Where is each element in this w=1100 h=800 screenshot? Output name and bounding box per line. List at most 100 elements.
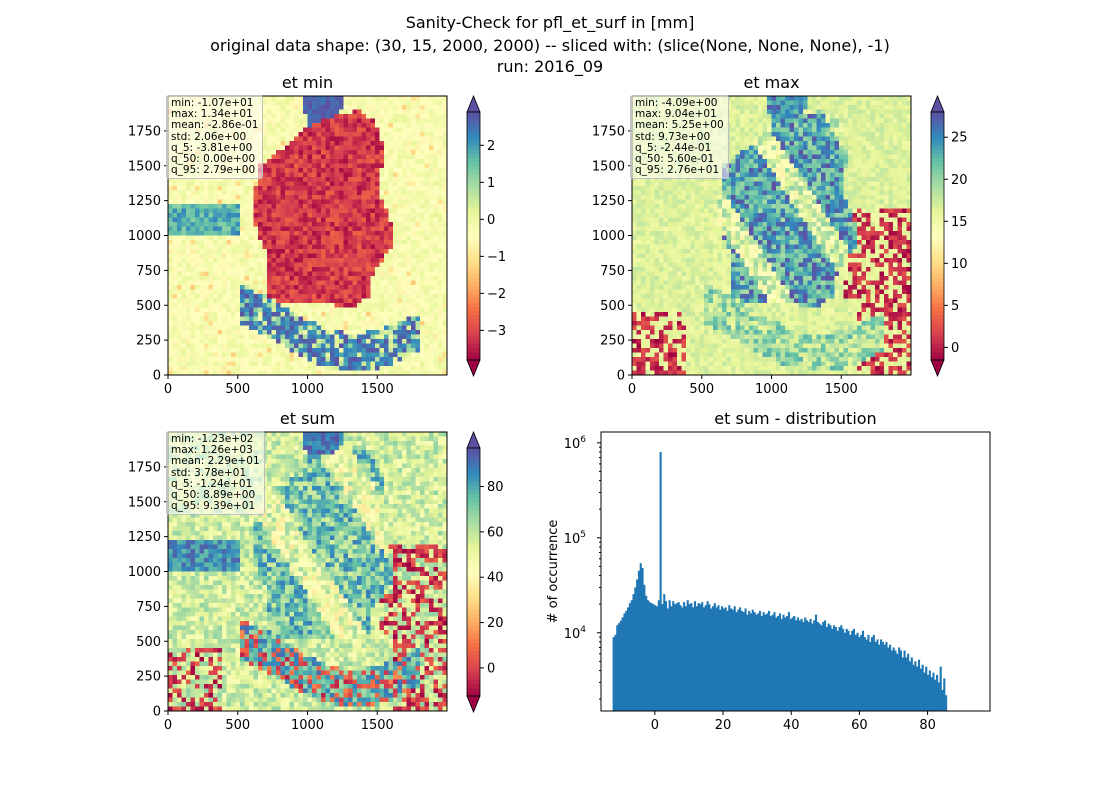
heatmap-cell xyxy=(339,222,344,227)
heatmap-cell xyxy=(316,145,322,151)
heatmap-cell xyxy=(411,186,416,191)
heatmap-cell xyxy=(798,154,804,160)
heatmap-cell xyxy=(298,190,304,196)
heatmap-cell xyxy=(262,312,268,317)
heatmap-cell xyxy=(195,231,200,236)
heatmap-cell xyxy=(821,109,826,115)
heatmap-cell xyxy=(402,352,407,358)
heatmap-cell xyxy=(357,222,362,227)
heatmap-cell xyxy=(276,357,281,362)
heatmap-cell xyxy=(235,267,241,272)
heatmap-cell xyxy=(740,118,745,124)
heatmap-cell xyxy=(226,267,232,272)
heatmap-cell xyxy=(370,267,376,272)
heatmap-cell xyxy=(375,168,380,173)
heatmap-cell xyxy=(303,357,308,362)
heatmap-cell xyxy=(177,330,182,335)
heatmap-cell xyxy=(199,298,205,304)
heatmap-cell xyxy=(343,271,349,277)
heatmap-cell xyxy=(195,294,200,299)
heatmap-cell xyxy=(204,222,209,227)
heatmap-cell xyxy=(172,276,178,281)
heatmap-cell xyxy=(424,339,430,344)
heatmap-cell xyxy=(352,159,358,164)
heatmap-cell xyxy=(271,321,277,326)
heatmap-cell xyxy=(433,154,439,160)
heatmap-cell xyxy=(397,235,403,241)
heatmap-cell xyxy=(879,96,885,101)
heatmap-cell xyxy=(195,186,200,191)
heatmap-cell xyxy=(330,141,335,146)
heatmap-cell xyxy=(316,141,322,146)
heatmap-cell xyxy=(289,195,295,200)
heatmap-cell xyxy=(294,343,299,349)
heatmap-cell xyxy=(429,343,434,349)
heatmap-cell xyxy=(285,267,290,272)
heatmap-cell xyxy=(393,289,398,295)
heatmap-cell xyxy=(852,127,858,133)
heatmap-cell xyxy=(744,168,750,173)
heatmap-cell xyxy=(379,159,385,164)
heatmap-cell xyxy=(190,235,196,241)
heatmap-cell xyxy=(285,330,290,335)
heatmap-cell xyxy=(222,240,227,245)
heatmap-cell xyxy=(776,127,781,133)
heatmap-cell xyxy=(235,339,241,344)
heatmap-cell xyxy=(375,154,380,160)
heatmap-cell xyxy=(334,109,340,115)
heatmap-cell xyxy=(442,100,448,106)
heatmap-cell xyxy=(217,289,223,295)
heatmap-cell xyxy=(420,325,425,331)
heatmap-cell xyxy=(411,249,416,254)
heatmap-cell xyxy=(199,343,205,349)
heatmap-cell xyxy=(384,118,389,124)
heatmap-cell xyxy=(316,357,322,362)
heatmap-cell xyxy=(438,105,443,110)
heatmap-cell xyxy=(226,177,232,182)
heatmap-cell xyxy=(307,352,313,358)
heatmap-cell xyxy=(330,208,335,214)
heatmap-cell xyxy=(397,276,403,281)
heatmap-cell xyxy=(280,172,286,178)
heatmap-cell xyxy=(753,150,759,155)
heatmap-cell xyxy=(379,280,385,286)
heatmap-cell xyxy=(442,172,448,178)
heatmap-cell xyxy=(181,334,187,340)
heatmap-cell xyxy=(177,222,182,227)
heatmap-cell xyxy=(397,154,403,160)
heatmap-cell xyxy=(267,357,272,362)
heatmap-cell xyxy=(433,249,439,254)
heatmap-cell xyxy=(294,231,299,236)
heatmap-cell xyxy=(249,294,254,299)
heatmap-cell xyxy=(262,285,268,290)
heatmap-cell xyxy=(240,226,245,232)
heatmap-cell xyxy=(330,330,335,335)
heatmap-cell xyxy=(429,240,434,245)
heatmap-cell xyxy=(370,226,376,232)
heatmap-cell xyxy=(307,330,313,335)
heatmap-cell xyxy=(271,325,277,331)
heatmap-cell xyxy=(208,321,214,326)
heatmap-cell xyxy=(240,361,245,367)
heatmap-cell xyxy=(397,348,403,353)
heatmap-cell xyxy=(253,226,259,232)
heatmap-cell xyxy=(442,267,448,272)
heatmap-cell xyxy=(406,321,412,326)
heatmap-cell xyxy=(366,244,371,250)
heatmap-cell xyxy=(753,100,759,106)
heatmap-cell xyxy=(415,127,421,133)
heatmap-cell xyxy=(735,168,741,173)
heatmap-cell xyxy=(366,177,371,182)
heatmap-cell xyxy=(411,357,416,362)
heatmap-cell xyxy=(343,145,349,151)
heatmap-cell xyxy=(830,118,835,124)
colorbar-segment xyxy=(467,165,480,171)
colorbar-segment xyxy=(467,343,480,349)
heatmap-cell xyxy=(285,150,290,155)
heatmap-cell xyxy=(253,195,259,200)
colorbar-segment xyxy=(467,256,480,262)
heatmap-cell xyxy=(406,231,412,236)
heatmap-cell xyxy=(258,330,263,335)
heatmap-cell xyxy=(190,195,196,200)
heatmap-cell xyxy=(375,177,380,182)
